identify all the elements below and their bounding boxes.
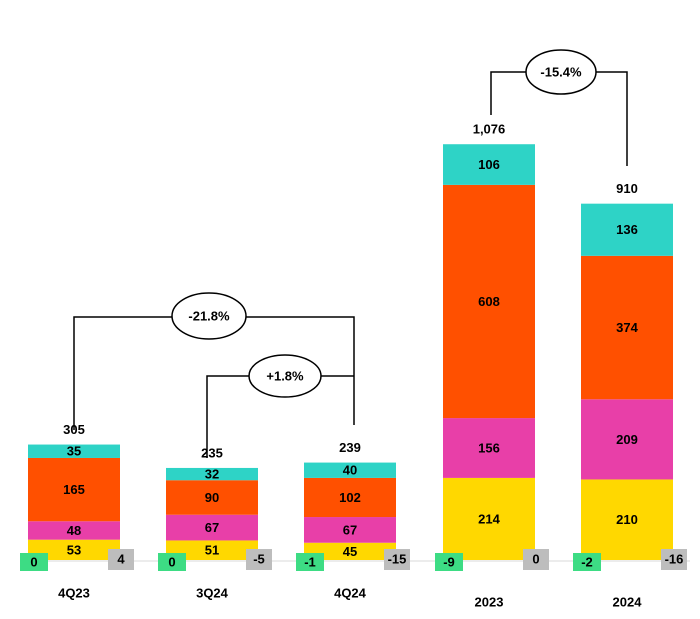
segment-label: 156 — [478, 440, 500, 455]
adjustment-label: -15 — [388, 551, 407, 566]
adjustment-box — [384, 549, 410, 570]
bar-segment — [443, 144, 535, 185]
segment-label: 48 — [67, 523, 81, 538]
adjustment-box — [158, 553, 186, 571]
bar-segment — [28, 457, 120, 522]
adjustment-box — [20, 553, 48, 571]
x-tick-label: 4Q23 — [58, 585, 90, 600]
bar-segment — [166, 480, 258, 515]
adjustment-box — [523, 549, 549, 570]
bar-segment — [166, 467, 258, 481]
bar-segment — [304, 517, 396, 543]
segment-label: 374 — [616, 320, 638, 335]
annotation-bubble — [171, 292, 247, 340]
segment-label: 102 — [339, 490, 361, 505]
bar-segment — [28, 539, 120, 560]
segment-label: 32 — [205, 467, 219, 482]
adjustment-box — [108, 549, 134, 570]
adjustment-label: -5 — [253, 551, 265, 566]
annotation: -21.8% — [188, 308, 230, 323]
adjustment-label: -1 — [304, 554, 316, 569]
bar-segment — [581, 399, 673, 480]
segment-label: 210 — [616, 512, 638, 527]
bar-segment — [443, 418, 535, 478]
total-label: 910 — [616, 181, 638, 196]
bar-segment — [304, 477, 396, 518]
segment-label: 67 — [343, 522, 357, 537]
adjustment-label: 0 — [30, 554, 37, 569]
bar-segment — [28, 444, 120, 458]
segment-label: 136 — [616, 222, 638, 237]
adjustment-label: -9 — [443, 554, 455, 569]
x-tick-label: 2023 — [475, 594, 504, 609]
segment-label: 40 — [343, 463, 357, 478]
segment-label: 209 — [616, 432, 638, 447]
adjustment-label: -16 — [665, 551, 684, 566]
bar-segment — [443, 477, 535, 560]
adjustment-label: -2 — [581, 554, 593, 569]
adjustment-label: 0 — [532, 551, 539, 566]
segment-label: 106 — [478, 157, 500, 172]
total-label: 1,076 — [473, 122, 506, 137]
x-tick-label: 2024 — [613, 594, 643, 609]
segment-label: 53 — [67, 542, 81, 557]
bar-segment — [166, 540, 258, 560]
bar-segment — [304, 542, 396, 560]
x-tick-label: 3Q24 — [196, 585, 229, 600]
segment-label: 35 — [67, 444, 81, 459]
segment-label: 608 — [478, 294, 500, 309]
annotation-bubble — [525, 49, 597, 95]
segment-label: 51 — [205, 543, 219, 558]
segment-label: 165 — [63, 482, 85, 497]
adjustment-box — [661, 549, 687, 570]
annotation: +1.8% — [266, 368, 304, 383]
bar-segment — [581, 255, 673, 400]
adjustment-label: 0 — [168, 554, 175, 569]
bar-segment — [28, 521, 120, 540]
bar-segment — [581, 203, 673, 256]
segment-label: 67 — [205, 520, 219, 535]
total-label: 239 — [339, 440, 361, 455]
x-tick-label: 4Q24 — [334, 585, 367, 600]
bar-segment — [166, 514, 258, 541]
bar-segment — [581, 479, 673, 560]
total-label: 235 — [201, 445, 223, 460]
adjustment-box — [573, 553, 601, 571]
bar-segment — [304, 462, 396, 478]
bar-segment — [443, 184, 535, 419]
segment-label: 90 — [205, 490, 219, 505]
segment-label: 45 — [343, 544, 357, 559]
adjustment-label: 4 — [117, 551, 125, 566]
annotation-bubble — [248, 354, 322, 398]
adjustment-box — [246, 549, 272, 570]
annotation: -15.4% — [540, 64, 582, 79]
adjustment-box — [296, 553, 324, 571]
adjustment-box — [435, 553, 463, 571]
segment-label: 214 — [478, 511, 500, 526]
